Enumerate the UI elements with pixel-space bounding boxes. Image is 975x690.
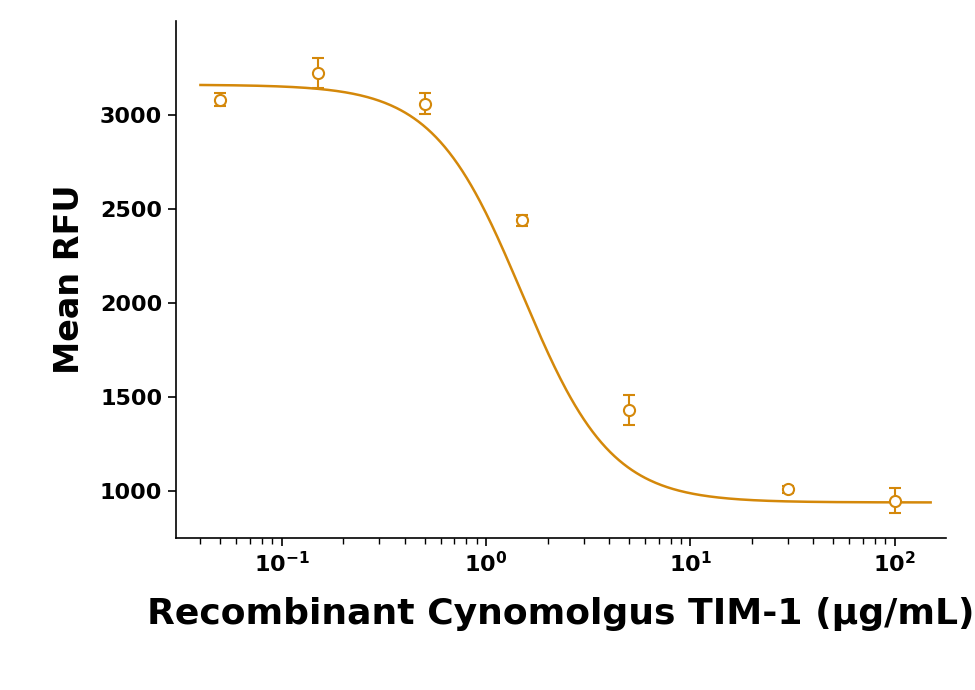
Y-axis label: Mean RFU: Mean RFU (53, 185, 86, 374)
X-axis label: Recombinant Cynomolgus TIM-1 (μg/mL): Recombinant Cynomolgus TIM-1 (μg/mL) (147, 598, 974, 631)
